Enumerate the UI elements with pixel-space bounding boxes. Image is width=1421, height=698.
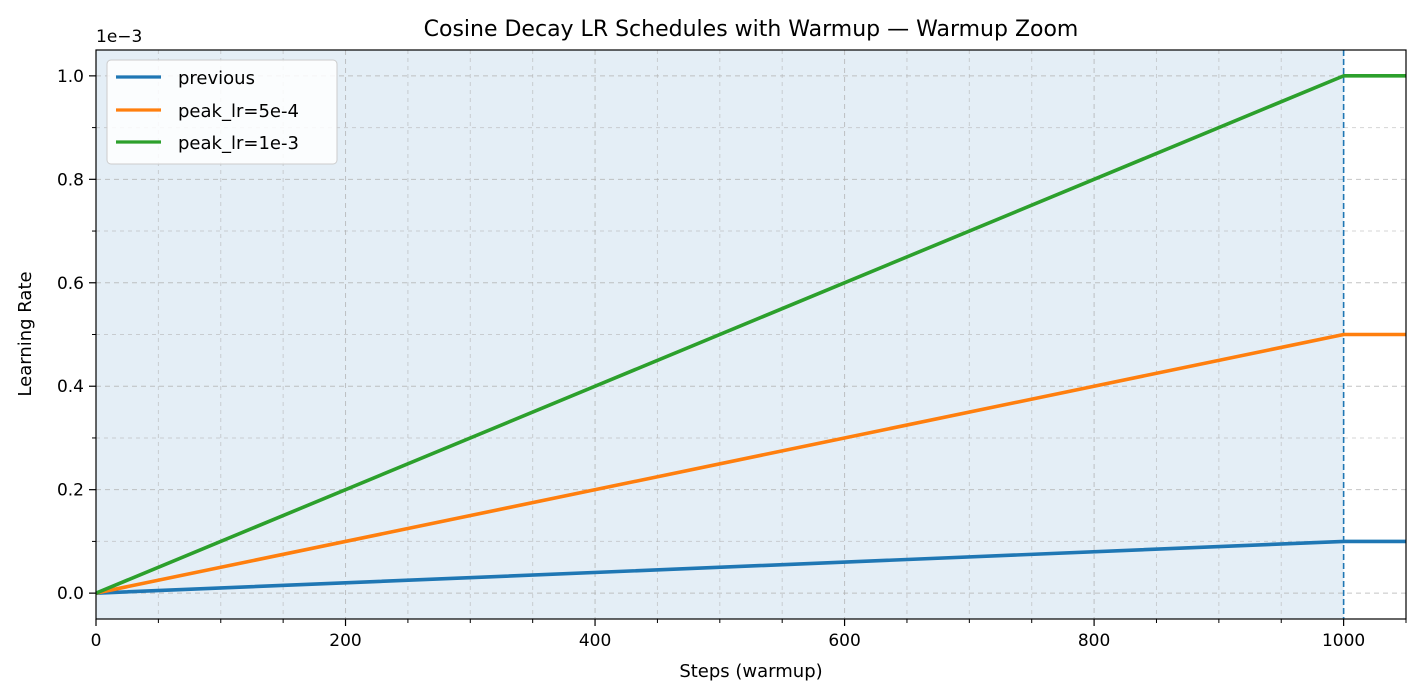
- series-line-2: [95, 74, 1406, 595]
- legend-label-peak-1e-3: peak_lr=1e-3: [178, 133, 299, 154]
- y-tick-label-4: 0.8: [57, 170, 84, 190]
- x-tick-label-5: 1000: [1322, 631, 1365, 651]
- x-tick-label-4: 800: [1078, 631, 1110, 651]
- chart-title: Cosine Decay LR Schedules with Warmup — …: [424, 17, 1079, 42]
- y-tick-label-0: 0.0: [57, 584, 84, 604]
- y-tick-label-3: 0.6: [57, 274, 84, 294]
- x-axis-title: Steps (warmup): [679, 661, 822, 682]
- legend-label-peak-5e-4: peak_lr=5e-4: [178, 101, 299, 122]
- legend-label-previous: previous: [178, 68, 255, 89]
- x-tick-label-0: 0: [91, 631, 102, 651]
- y-tick-label-1: 0.2: [57, 481, 84, 501]
- y-axis-title: Learning Rate: [15, 271, 36, 396]
- legend: previous peak_lr=5e-4 peak_lr=1e-3: [106, 59, 338, 165]
- x-tick-label-1: 200: [329, 631, 361, 651]
- y-tick-label-2: 0.4: [57, 377, 84, 397]
- x-tick-label-2: 400: [579, 631, 611, 651]
- x-tick-label-3: 600: [828, 631, 860, 651]
- series-line-1: [95, 332, 1406, 595]
- y-axis-offset-label: 1e−3: [96, 27, 142, 47]
- y-tick-label-5: 1.0: [57, 67, 84, 87]
- series-line-0: [95, 539, 1406, 595]
- legend-box: [106, 59, 338, 165]
